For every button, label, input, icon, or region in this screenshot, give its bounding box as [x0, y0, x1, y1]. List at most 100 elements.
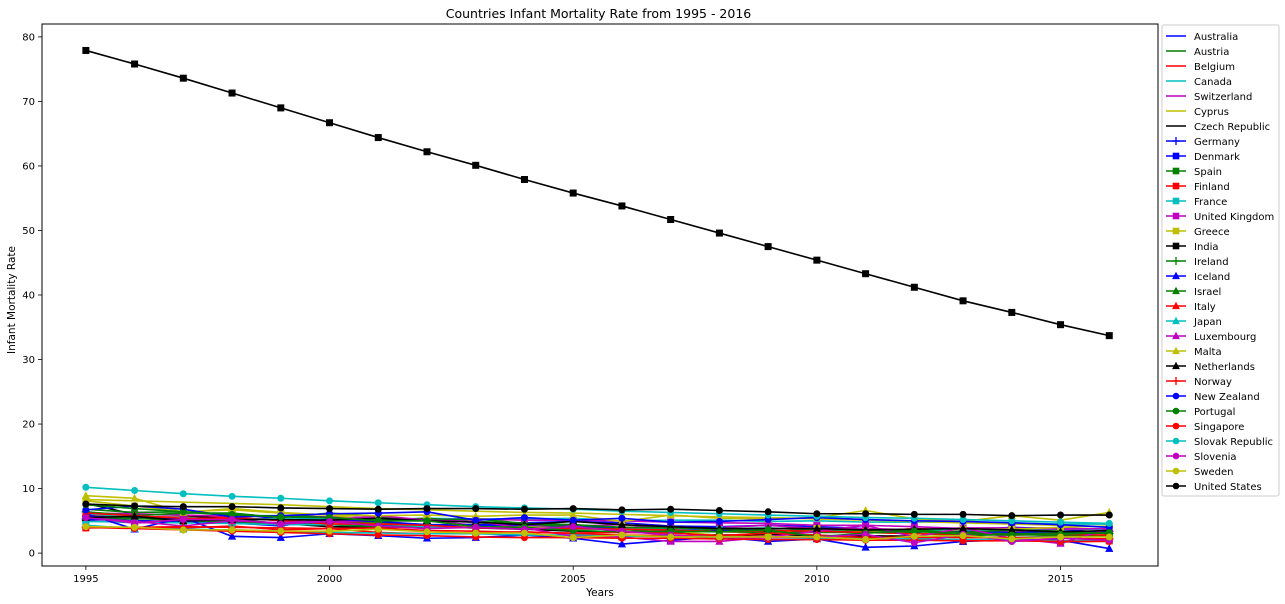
data-point-malta — [130, 493, 139, 502]
series-line-sweden — [85, 525, 1110, 541]
data-point-new-zealand — [715, 517, 723, 525]
legend-item-portugal: Portugal — [1166, 407, 1235, 418]
legend-item-india: India — [1166, 242, 1219, 253]
data-point-sweden — [618, 531, 626, 539]
data-point-new-zealand — [667, 518, 675, 526]
legend-label: Italy — [1194, 302, 1216, 313]
data-point-iceland — [617, 539, 627, 548]
legend-label: Iceland — [1194, 272, 1230, 283]
legend-item-united-states: United States — [1166, 482, 1262, 493]
legend-item-slovak-republic: Slovak Republic — [1166, 437, 1273, 448]
legend-label: Cyprus — [1194, 107, 1229, 118]
legend-label: Netherlands — [1194, 362, 1255, 373]
data-point-india — [228, 89, 236, 97]
legend-marker — [1172, 392, 1180, 400]
series-line-netherlands — [85, 515, 1110, 533]
data-point-india — [618, 202, 626, 210]
y-tick-label: 10 — [22, 484, 35, 495]
y-tick-label: 70 — [22, 97, 35, 108]
data-point-sweden — [374, 525, 382, 533]
legend-item-greece: Greece — [1166, 227, 1230, 238]
legend-item-germany: Germany — [1166, 137, 1240, 148]
data-point-sweden — [520, 529, 528, 537]
legend-label: Singapore — [1194, 422, 1244, 433]
data-point-india — [569, 189, 577, 197]
legend-marker — [1172, 227, 1180, 235]
legend-item-malta: Malta — [1166, 346, 1222, 358]
x-tick-label: 2015 — [1048, 574, 1073, 585]
legend-marker — [1172, 242, 1180, 250]
legend-item-italy: Italy — [1166, 301, 1216, 313]
data-point-sweden — [667, 533, 675, 541]
data-point-sweden — [959, 532, 967, 540]
data-point-united-states — [1105, 511, 1113, 519]
series-line-india — [85, 49, 1110, 337]
data-point-slovak-republic — [326, 497, 334, 505]
data-point-slovenia — [228, 516, 236, 524]
data-point-united-states — [667, 505, 675, 513]
data-point-sweden — [715, 533, 723, 541]
data-point-portugal — [764, 526, 772, 534]
data-point-slovak-republic — [1105, 519, 1113, 527]
series-line-malta — [85, 494, 1110, 523]
data-point-slovak-republic — [1057, 518, 1065, 526]
chart-title: Countries Infant Mortality Rate from 199… — [446, 6, 752, 21]
series-line-cyprus — [85, 498, 1110, 528]
legend-label: New Zealand — [1194, 392, 1260, 403]
legend-marker — [1172, 452, 1180, 460]
legend-item-france: France — [1166, 197, 1227, 208]
series-line-united-states — [85, 503, 1110, 517]
data-point-slovak-republic — [179, 490, 187, 498]
legend-marker — [1172, 482, 1180, 490]
legend-marker — [1172, 197, 1180, 205]
legend-marker — [1172, 377, 1180, 385]
data-point-united-states — [423, 505, 431, 513]
x-tick-label: 2005 — [560, 574, 585, 585]
data-point-india — [910, 283, 918, 291]
legend-label: Belgium — [1194, 62, 1235, 73]
legend-item-iceland: Iceland — [1166, 271, 1230, 283]
data-point-india — [862, 270, 870, 278]
y-tick-label: 20 — [22, 420, 35, 431]
series-line-singapore — [85, 526, 1110, 543]
x-tick-label: 2010 — [804, 574, 829, 585]
legend-item-united-kingdom: United Kingdom — [1166, 212, 1274, 223]
legend-label: Ireland — [1194, 257, 1229, 268]
data-point-united-states — [618, 506, 626, 514]
legend-label: Germany — [1194, 137, 1240, 148]
legend-marker — [1172, 212, 1180, 220]
data-point-united-states — [228, 503, 236, 511]
data-point-sweden — [277, 527, 285, 535]
legend-label: Greece — [1194, 227, 1230, 238]
data-point-sweden — [764, 533, 772, 541]
data-point-united-states — [179, 503, 187, 511]
data-point-united-states — [959, 510, 967, 518]
data-point-sweden — [326, 527, 334, 535]
legend-item-singapore: Singapore — [1166, 422, 1244, 433]
legend-item-czech-republic: Czech Republic — [1166, 122, 1270, 133]
data-point-sweden — [1008, 535, 1016, 543]
axis-ticks: 1995 2000 2005 2010 2015 0 10 20 30 40 50 60 70 80 — [22, 32, 1073, 585]
legend-item-austria: Austria — [1166, 47, 1229, 58]
legend-box — [1161, 24, 1280, 497]
legend-label: France — [1194, 197, 1227, 208]
legend-marker — [1172, 271, 1180, 280]
series-layer — [81, 46, 1114, 552]
legend-label: Spain — [1194, 167, 1222, 178]
legend-marker — [1172, 467, 1180, 475]
data-point-malta — [81, 491, 90, 499]
data-point-united-states — [277, 504, 285, 512]
y-axis-label: Infant Mortality Rate — [6, 246, 18, 354]
plot-area-frame — [41, 23, 1159, 567]
legend-marker — [1172, 422, 1180, 430]
legend-label: Sweden — [1194, 467, 1234, 478]
x-axis-label: Years — [585, 587, 614, 599]
data-point-slovenia — [472, 523, 480, 531]
data-point-united-states — [813, 510, 821, 518]
legend-item-netherlands: Netherlands — [1166, 361, 1255, 373]
legend-marker — [1172, 152, 1180, 160]
legend-marker — [1172, 437, 1180, 445]
y-tick-label: 50 — [22, 226, 35, 237]
legend-item-israel: Israel — [1166, 286, 1221, 298]
